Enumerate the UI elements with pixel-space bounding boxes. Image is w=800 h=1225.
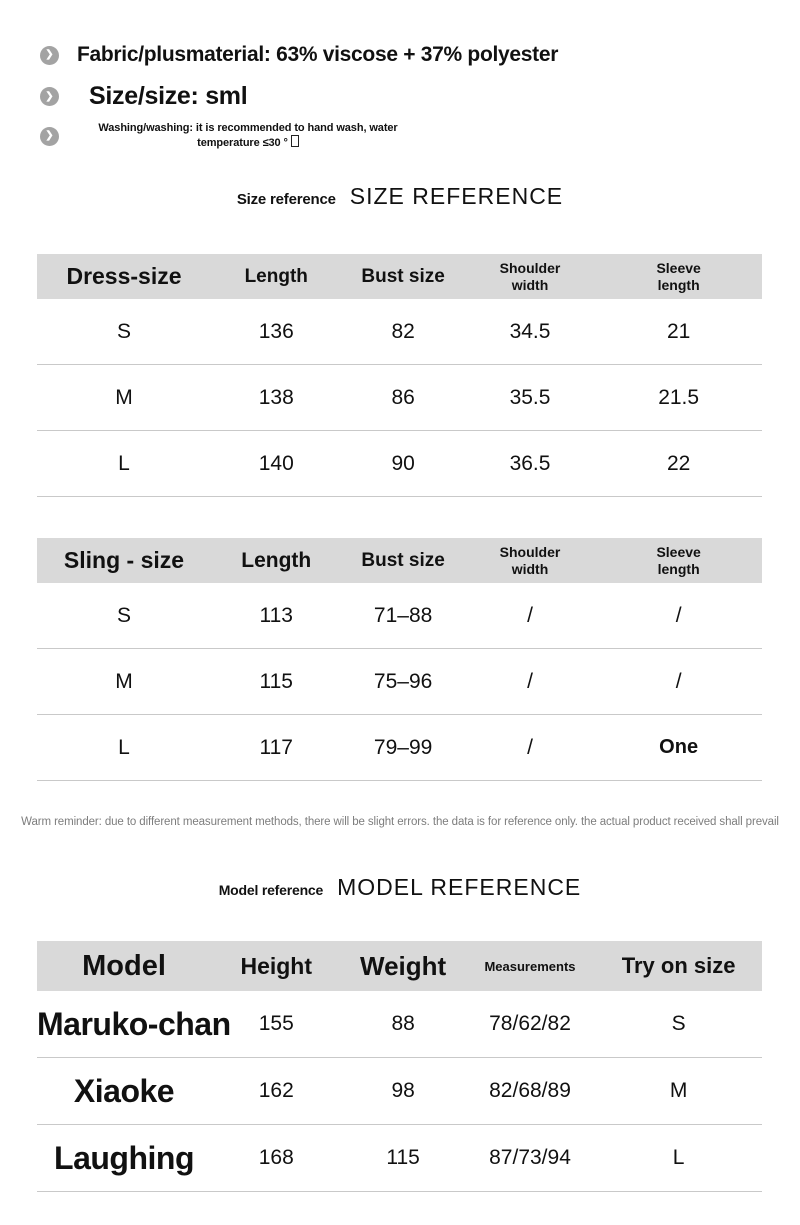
table-cell: L	[118, 451, 130, 475]
table-cell: 162	[258, 1079, 294, 1102]
washing-text: Washing/washing: it is recommended to ha…	[78, 122, 418, 149]
table-cell: 138	[258, 385, 294, 409]
table-cell: 34.5	[509, 319, 551, 343]
table-row: Xiaoke 162 98 82/68/89 M	[37, 1058, 762, 1125]
table-cell: One	[659, 736, 699, 758]
table-cell: 82	[391, 319, 415, 343]
size-reference-label-small: Size reference	[236, 191, 336, 208]
dress-header-length: Length	[244, 265, 308, 287]
size-bullet: ❯ Size/size: sml	[40, 82, 248, 111]
table-cell: /	[527, 735, 533, 759]
sling-size-table: Sling - size Length Bust size Shoulder w…	[37, 538, 762, 781]
dress-header-size: Dress-size	[66, 263, 182, 289]
dress-header-sleeve: Sleeve length	[656, 259, 701, 293]
table-cell: 75–96	[373, 669, 433, 693]
table-row: S 113 71–88 / /	[37, 583, 762, 649]
table-cell: 168	[258, 1146, 294, 1169]
table-cell: 87/73/94	[489, 1146, 571, 1169]
size-reference-heading: Size reference SIZE REFERENCE	[0, 183, 800, 210]
table-cell: 78/62/82	[489, 1012, 571, 1035]
table-cell: /	[527, 603, 533, 627]
chevron-right-icon: ❯	[40, 45, 59, 65]
table-cell: 136	[258, 319, 294, 343]
model-header-weight: Weight	[360, 950, 447, 981]
table-cell: 155	[258, 1012, 294, 1035]
table-cell: M	[115, 385, 133, 409]
warm-reminder-text: Warm reminder: due to different measurem…	[21, 816, 779, 828]
size-reference-label-large: SIZE REFERENCE	[349, 183, 564, 209]
table-cell: 117	[259, 735, 293, 759]
table-cell: 113	[259, 603, 293, 627]
table-row: S 136 82 34.5 21	[37, 299, 762, 365]
table-cell: 71–88	[373, 603, 433, 627]
table-cell: /	[675, 669, 682, 693]
model-reference-label-large: MODEL REFERENCE	[337, 874, 582, 900]
table-cell: S	[116, 603, 131, 627]
table-cell: 88	[391, 1012, 415, 1035]
table-row: Laughing 168 115 87/73/94 L	[37, 1125, 762, 1192]
table-cell: 115	[386, 1146, 420, 1169]
table-cell: 79–99	[373, 735, 433, 759]
model-table-header-row: Model Height Weight Measurements Try on …	[37, 941, 762, 991]
table-cell: L	[118, 735, 130, 759]
table-cell: 98	[391, 1079, 415, 1102]
model-name-cell: Maruko-chan	[37, 1005, 231, 1042]
sling-header-sleeve: Sleeve length	[656, 543, 701, 577]
chevron-right-icon: ❯	[40, 126, 59, 146]
size-text: Size/size: sml	[89, 82, 248, 110]
sling-header-size: Sling - size	[63, 547, 185, 573]
model-header-height: Height	[240, 952, 313, 979]
table-row: Maruko-chan 155 88 78/62/82 S	[37, 991, 762, 1058]
model-header-measurements: Measurements	[484, 958, 576, 974]
model-reference-table: Model Height Weight Measurements Try on …	[37, 941, 762, 1192]
fabric-text: Fabric/plusmaterial: 63% viscose + 37% p…	[77, 43, 559, 66]
washing-line1: Washing/washing: it is recommended to ha…	[98, 122, 398, 134]
table-row: M 115 75–96 / /	[37, 649, 762, 715]
table-row: L 117 79–99 / One	[37, 715, 762, 781]
dress-header-shoulder: Shoulder width	[499, 259, 561, 293]
sling-table-header-row: Sling - size Length Bust size Shoulder w…	[37, 538, 762, 583]
model-reference-label-small: Model reference	[218, 882, 324, 898]
fabric-bullet: ❯ Fabric/plusmaterial: 63% viscose + 37%…	[40, 43, 558, 67]
missing-glyph-box	[290, 134, 299, 147]
table-cell: 86	[391, 385, 415, 409]
table-cell: 35.5	[509, 385, 551, 409]
sling-header-length: Length	[241, 548, 312, 572]
washing-line2: temperature ≤30 °	[197, 136, 288, 149]
table-cell: 21.5	[658, 385, 700, 409]
table-cell: /	[527, 669, 533, 693]
table-cell: 140	[258, 451, 294, 475]
washing-bullet: ❯ Washing/washing: it is recommended to …	[40, 122, 418, 149]
model-header-tryon: Try on size	[621, 953, 736, 978]
chevron-right-icon: ❯	[40, 87, 59, 106]
table-cell: L	[672, 1146, 685, 1169]
table-cell: S	[116, 319, 131, 343]
table-cell: 36.5	[509, 451, 551, 475]
model-header-model: Model	[82, 949, 166, 982]
model-reference-heading: Model reference MODEL REFERENCE	[0, 874, 800, 901]
dress-size-table: Dress-size Length Bust size Shoulder wid…	[37, 254, 762, 497]
table-cell: M	[115, 669, 133, 693]
dress-table-header-row: Dress-size Length Bust size Shoulder wid…	[37, 254, 762, 299]
table-cell: 21	[666, 319, 691, 343]
model-name-cell: Laughing	[54, 1139, 194, 1176]
table-cell: 90	[391, 451, 415, 475]
table-cell: 22	[666, 451, 691, 475]
table-row: L 140 90 36.5 22	[37, 431, 762, 497]
sling-header-bust: Bust size	[361, 549, 445, 571]
table-row: M 138 86 35.5 21.5	[37, 365, 762, 431]
table-cell: 82/68/89	[489, 1079, 571, 1102]
table-cell: 115	[259, 669, 293, 693]
dress-header-bust: Bust size	[361, 265, 445, 287]
table-cell: S	[671, 1012, 686, 1035]
table-cell: M	[669, 1079, 688, 1102]
table-cell: /	[675, 603, 682, 627]
sling-header-shoulder: Shoulder width	[499, 543, 561, 577]
model-name-cell: Xiaoke	[73, 1072, 175, 1109]
